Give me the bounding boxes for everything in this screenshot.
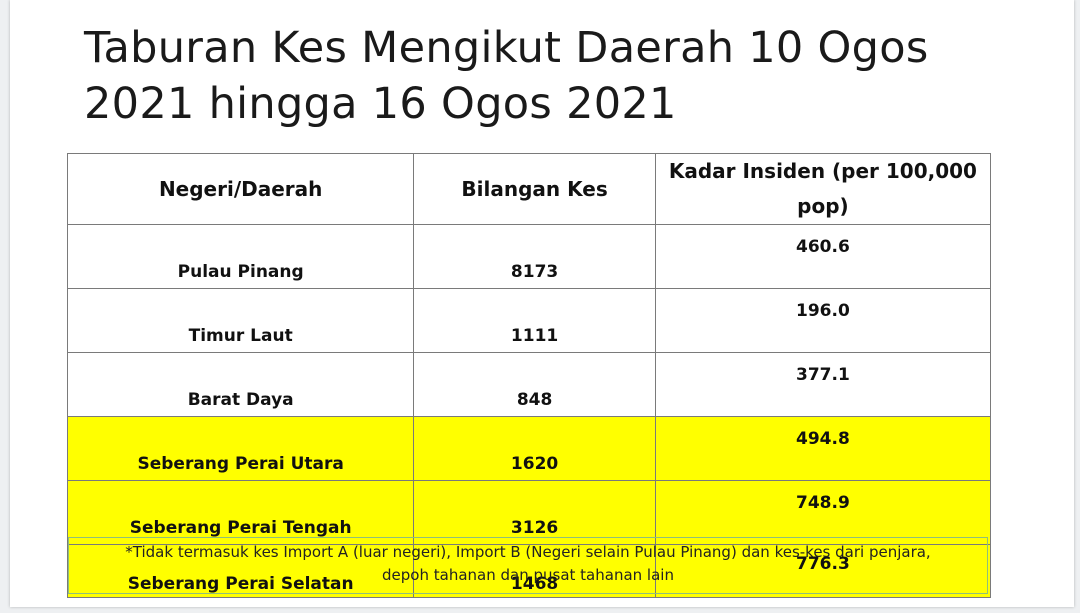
cell-rate: 196.0 (654, 288, 992, 353)
table-row-highlighted: Seberang Perai Selatan 1468 776.3 (66, 544, 992, 598)
slide-title: Taburan Kes Mengikut Daerah 10 Ogos 2021… (84, 23, 929, 129)
cell-area: Seberang Perai Tengah (66, 480, 415, 545)
header-rate: Kadar Insiden (per 100,000 pop) (654, 153, 992, 225)
cell-cases: 1620 (413, 416, 656, 481)
cell-rate: 748.9 (654, 480, 992, 545)
cell-area: Timur Laut (66, 288, 415, 353)
footnote: *Tidak termasuk kes Import A (luar neger… (68, 537, 988, 594)
table-row: Barat Daya 848 377.1 (66, 352, 992, 417)
cell-rate: 494.8 (654, 416, 992, 481)
table-header-row: Negeri/Daerah Bilangan Kes Kadar Insiden… (66, 153, 992, 225)
cell-area: Seberang Perai Utara (66, 416, 415, 481)
table-row-highlighted: Seberang Perai Tengah 3126 748.9 (66, 480, 992, 545)
slide: Taburan Kes Mengikut Daerah 10 Ogos 2021… (10, 0, 1074, 607)
cases-table: Negeri/Daerah Bilangan Kes Kadar Insiden… (66, 153, 992, 598)
cell-cases: 1468 (413, 544, 656, 598)
cell-cases: 3126 (413, 480, 656, 545)
cell-area: Pulau Pinang (66, 224, 415, 289)
table-row: Timur Laut 1111 196.0 (66, 288, 992, 353)
table-row-highlighted: Seberang Perai Utara 1620 494.8 (66, 416, 992, 481)
header-area: Negeri/Daerah (66, 153, 415, 225)
cell-area: Seberang Perai Selatan (66, 544, 415, 598)
cell-rate: 776.3 (654, 544, 992, 598)
cell-cases: 8173 (413, 224, 656, 289)
cell-rate: 377.1 (654, 352, 992, 417)
table-row: Pulau Pinang 8173 460.6 (66, 224, 992, 289)
cell-cases: 848 (413, 352, 656, 417)
cell-cases: 1111 (413, 288, 656, 353)
cell-area: Barat Daya (66, 352, 415, 417)
header-cases: Bilangan Kes (413, 153, 656, 225)
cell-rate: 460.6 (654, 224, 992, 289)
